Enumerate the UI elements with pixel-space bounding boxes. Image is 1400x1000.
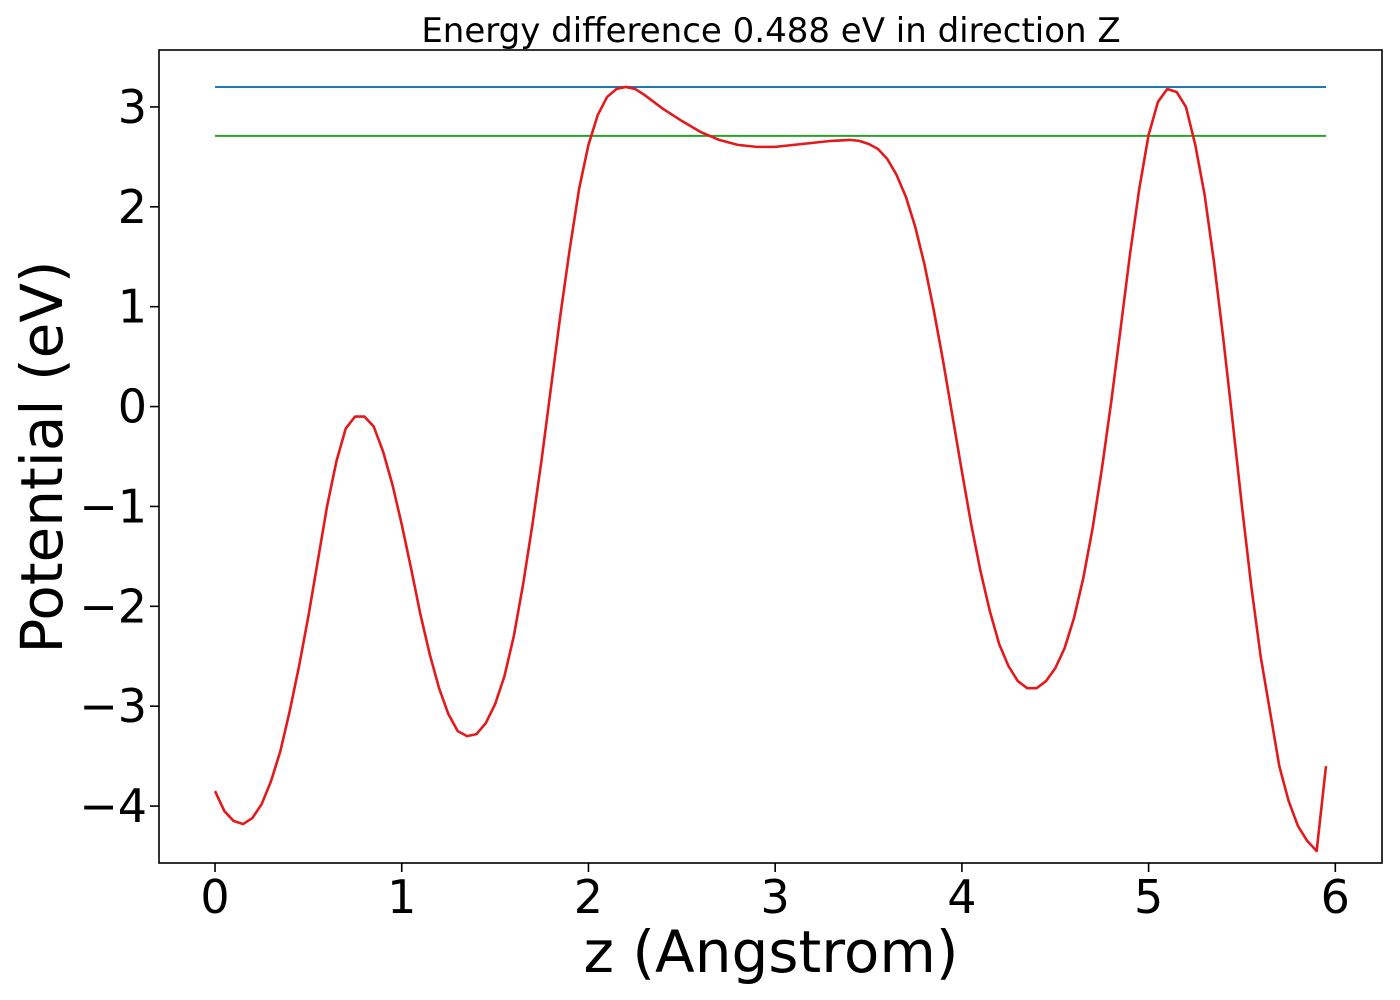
x-tick-label: 6 bbox=[1321, 870, 1350, 924]
y-tick-label: −4 bbox=[79, 779, 147, 833]
y-tick-label: −3 bbox=[79, 679, 147, 733]
x-axis-label: z (Angstrom) bbox=[584, 918, 959, 986]
y-axis-ticks: −4 −3 −2 −1 0 1 2 3 bbox=[79, 80, 159, 833]
y-tick-label: 0 bbox=[118, 380, 147, 434]
y-tick-label: 2 bbox=[118, 180, 147, 234]
x-tick-label: 2 bbox=[574, 870, 603, 924]
y-axis-label: Potential (eV) bbox=[8, 260, 76, 653]
y-tick-label: 3 bbox=[118, 80, 147, 134]
chart-title: Energy difference 0.488 eV in direction … bbox=[421, 11, 1120, 51]
y-tick-label: −1 bbox=[79, 479, 147, 533]
series-layer bbox=[213, 85, 1328, 853]
x-tick-label: 4 bbox=[947, 870, 976, 924]
y-tick-label: −2 bbox=[79, 579, 147, 633]
plot-frame bbox=[158, 49, 1383, 864]
x-tick-label: 0 bbox=[200, 870, 229, 924]
series-line-2 bbox=[213, 85, 1328, 853]
y-tick-label: 1 bbox=[118, 280, 147, 334]
x-tick-label: 5 bbox=[1134, 870, 1163, 924]
x-tick-label: 3 bbox=[761, 870, 790, 924]
x-axis-ticks: 0 1 2 3 4 5 6 bbox=[200, 863, 1350, 924]
x-tick-label: 1 bbox=[387, 870, 416, 924]
